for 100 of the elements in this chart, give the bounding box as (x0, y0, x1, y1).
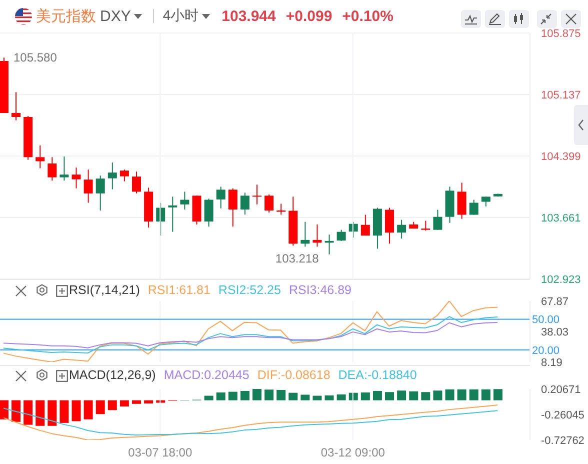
bar (481, 389, 490, 400)
candlestick (204, 198, 214, 228)
bar (144, 400, 154, 404)
candlestick (397, 219, 406, 240)
candlestick (84, 169, 93, 204)
candlestick (385, 207, 394, 244)
candlestick (132, 171, 141, 194)
chart-subtitle: DXY (100, 8, 131, 24)
text: RSI3:46.89 (288, 283, 352, 297)
bar (409, 391, 418, 400)
candlestick (228, 188, 238, 228)
text: RSI1:61.81 (148, 283, 210, 297)
bar (300, 394, 310, 400)
candlestick (312, 224, 322, 248)
y-tick-label: 38.03 (541, 326, 569, 338)
text: DEA:-0.18840 (338, 368, 417, 382)
bar (132, 400, 141, 404)
candlestick (36, 144, 45, 169)
candlestick (240, 192, 250, 215)
bar (204, 396, 214, 400)
bar (120, 400, 129, 406)
bar (457, 389, 466, 400)
bar (84, 400, 93, 420)
y-tick-label: 0.20671 (541, 384, 581, 396)
line-series (2, 301, 498, 362)
chart-title: 美元指数 (36, 6, 96, 26)
candlestick (300, 221, 310, 248)
candlestick (421, 220, 430, 232)
candlestick (72, 167, 81, 189)
candlestick (96, 175, 105, 211)
bar (445, 389, 454, 400)
text: RSI2:52.25 (218, 283, 281, 297)
y-tick-label: 103.661 (541, 212, 581, 224)
candlestick (180, 191, 190, 210)
y-tick-label: 104.399 (541, 150, 581, 163)
candlestick (216, 186, 226, 209)
bar (24, 400, 33, 425)
candlestick (433, 209, 442, 230)
candlestick (264, 194, 274, 213)
line-series (2, 316, 498, 354)
y-tick-label: 105.875 (541, 28, 581, 40)
text: +0.099 (286, 8, 332, 24)
y-tick-label: 102.923 (541, 274, 581, 286)
candlestick (457, 182, 466, 220)
bar (276, 390, 286, 400)
bar (360, 392, 370, 400)
candlestick (252, 184, 262, 205)
annotation: 105.580 (13, 50, 58, 65)
bar (397, 390, 406, 400)
bar (60, 400, 69, 423)
candlestick (108, 162, 117, 190)
candlestick (48, 156, 57, 182)
text: +0.10% (342, 8, 394, 24)
bar (252, 389, 262, 400)
bar (469, 389, 478, 400)
text: DIF:-0.08618 (257, 368, 330, 382)
candlestick (276, 203, 286, 215)
candlestick (469, 199, 478, 216)
y-tick-label: 8.19 (541, 356, 562, 369)
chart-title: MACD(12,26,9) (69, 368, 156, 382)
bar (264, 390, 274, 400)
bar (96, 400, 105, 414)
y-tick-label: -0.26045 (541, 409, 584, 422)
bar (72, 400, 81, 422)
bar (312, 396, 322, 400)
bar (228, 392, 238, 400)
bar (216, 392, 226, 400)
bar (288, 392, 298, 400)
chart-title: RSI(7,14,21) (69, 283, 140, 297)
series-label: MACD:0.20445 (164, 368, 250, 382)
candlestick (120, 169, 129, 182)
candlestick (12, 92, 21, 121)
text: 103.944 (222, 8, 276, 24)
bar (421, 392, 430, 400)
candlestick (481, 196, 490, 207)
bar (324, 395, 334, 400)
bar (12, 400, 21, 422)
candlestick (336, 229, 346, 242)
bar (385, 392, 394, 400)
line-series (2, 322, 498, 348)
y-tick-label: 105.137 (541, 89, 581, 102)
bar (240, 390, 250, 400)
y-tick-label: 67.87 (541, 296, 569, 308)
ref-line-label: 20.00 (532, 344, 560, 357)
candlestick (60, 156, 69, 182)
x-tick-label: 03-07 18:00 (128, 446, 192, 460)
bar (36, 400, 45, 426)
y-tick-label: -0.72762 (541, 434, 584, 447)
bar (108, 400, 117, 410)
bar (0, 400, 8, 420)
x-tick-label: 03-12 09:00 (320, 446, 386, 460)
bar (493, 389, 502, 400)
bar (48, 400, 57, 426)
bar (336, 394, 346, 400)
bar (372, 390, 382, 400)
annotation: 103.218 (275, 251, 320, 266)
ref-line-label: 50.00 (532, 314, 560, 326)
text: 4小时 (162, 7, 199, 25)
candlestick (168, 196, 178, 232)
candlestick (360, 214, 370, 236)
